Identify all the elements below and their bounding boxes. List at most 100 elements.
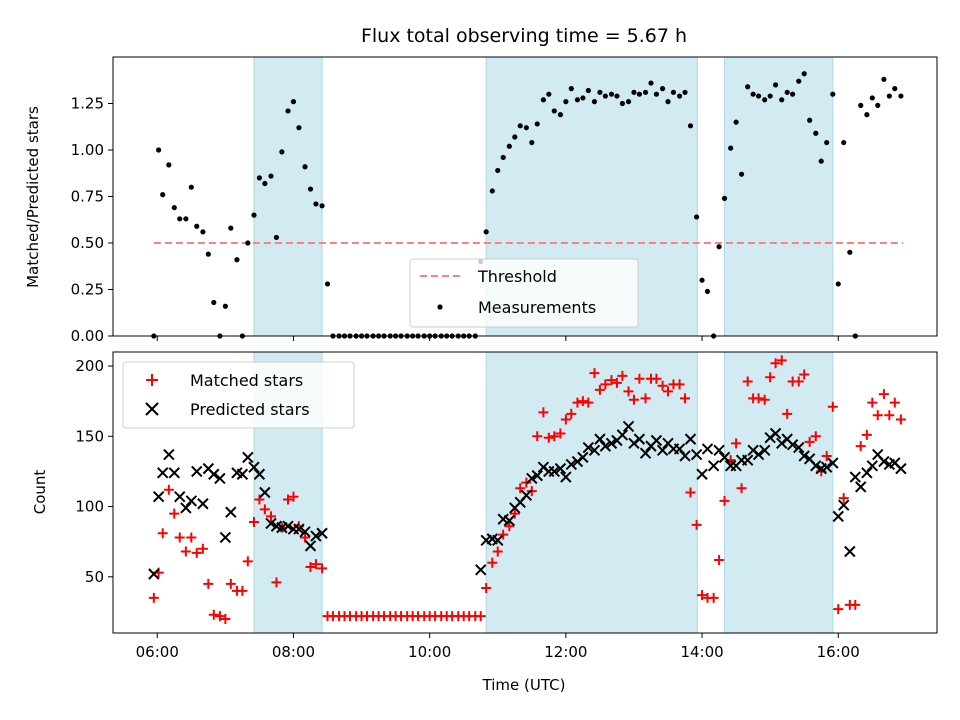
measurements-point xyxy=(608,91,615,97)
predicted-stars-point xyxy=(242,451,254,464)
matched-stars-point xyxy=(833,604,844,615)
measurements-point xyxy=(733,119,739,125)
measurements-point xyxy=(614,93,620,99)
measurements-point xyxy=(551,108,557,114)
matched-stars-point xyxy=(827,401,838,412)
measurements-point xyxy=(625,99,632,105)
matched-stars-point xyxy=(214,611,225,622)
predicted-stars-point xyxy=(148,568,160,580)
measurements-point xyxy=(875,102,881,108)
measurements-point xyxy=(500,154,506,161)
predicted-stars-point xyxy=(310,530,322,542)
predicted-stars-point xyxy=(293,523,305,535)
matched-stars-point xyxy=(305,561,316,572)
matched-stars-point xyxy=(810,431,821,442)
y-tick-label: 0.75 xyxy=(71,188,104,206)
measurements-point xyxy=(262,180,268,187)
predicted-stars-point xyxy=(793,441,805,454)
predicted-stars-point xyxy=(208,468,220,480)
matched-stars-point xyxy=(515,483,526,494)
measurements-point xyxy=(721,195,728,201)
matched-stars-point xyxy=(288,491,299,502)
legend-threshold-label: Threshold xyxy=(477,267,557,286)
predicted-stars-point xyxy=(594,433,606,445)
measurements-point xyxy=(653,91,660,97)
measurements-point xyxy=(670,89,677,95)
legend-predicted-swatch xyxy=(145,402,159,416)
matched-stars-point xyxy=(776,355,787,366)
predicted-stars-point xyxy=(180,502,192,514)
measurements-point xyxy=(818,158,824,164)
measurements-point xyxy=(847,249,853,255)
measurements-point xyxy=(302,164,308,170)
matched-stars-point xyxy=(872,410,883,421)
measurements-point xyxy=(245,240,251,246)
measurements-point xyxy=(699,277,705,283)
y-tick-label: 0.25 xyxy=(71,281,104,299)
matched-stars-point xyxy=(651,373,662,384)
predicted-stars-point xyxy=(707,460,720,472)
measurements-point xyxy=(790,91,796,97)
matched-stars-point xyxy=(861,429,872,440)
y-tick-label: 100 xyxy=(75,498,104,516)
matched-stars-point xyxy=(617,370,628,381)
predicted-stars-point xyxy=(895,462,907,475)
predicted-stars-point xyxy=(786,439,799,451)
counts-x-ticks: 06:00 08:00 10:00 12:00 14:00 16:00 xyxy=(136,633,860,661)
measurements-point xyxy=(597,89,603,95)
measurements-point xyxy=(585,87,591,94)
predicted-stars-point xyxy=(810,460,822,472)
measurements-point xyxy=(194,223,200,229)
matched-stars-point xyxy=(611,377,622,388)
predicted-stars-point xyxy=(696,468,708,480)
matched-stars-point xyxy=(685,487,696,498)
measurements-point xyxy=(779,97,785,103)
matched-stars-point xyxy=(782,408,793,419)
matched-stars-point xyxy=(481,583,492,594)
measurements-point xyxy=(841,139,847,146)
y-tick-label: 0.50 xyxy=(71,234,104,252)
measurements-point xyxy=(648,80,654,86)
measurements-point xyxy=(568,86,574,92)
measurements-point xyxy=(824,139,830,146)
matched-stars-point xyxy=(731,438,742,449)
counts-shaded-bands xyxy=(253,351,834,634)
matched-stars-point xyxy=(203,578,214,589)
measurements-point xyxy=(813,130,819,136)
predicted-stars-point xyxy=(520,489,533,502)
shaded-band-1 xyxy=(253,56,323,337)
matched-stars-point xyxy=(225,578,236,589)
predicted-stars-point xyxy=(582,441,595,454)
predicted-stars-point xyxy=(588,444,601,457)
ratio-y-ticks: 0.00 0.25 0.50 0.75 1.00 1.25 xyxy=(71,95,113,345)
measurements-point xyxy=(307,186,314,192)
measurements-point xyxy=(591,99,598,105)
matched-stars-point xyxy=(736,483,747,494)
y-tick-label: 200 xyxy=(75,357,104,375)
legend-measurements-label: Measurements xyxy=(478,298,596,317)
measurements-point xyxy=(523,125,529,131)
matched-stars-point xyxy=(878,389,889,400)
matched-stars-point xyxy=(487,557,498,568)
matched-stars-point xyxy=(475,611,486,622)
measurements-point xyxy=(483,229,489,235)
predicted-stars-point xyxy=(599,440,612,452)
matched-stars-point xyxy=(504,521,515,532)
predicted-stars-point xyxy=(690,448,703,461)
matched-stars-point xyxy=(708,592,719,603)
measurements-point xyxy=(222,303,228,309)
measurements-point xyxy=(762,97,768,103)
x-tick-label: 08:00 xyxy=(272,643,315,661)
legend-measurements-swatch xyxy=(437,304,443,310)
measurements-point xyxy=(892,86,898,92)
measurements-point xyxy=(858,102,864,108)
predicted-stars-point xyxy=(759,444,771,457)
counts-y-ticks: 50 100 150 200 xyxy=(75,357,113,586)
predicted-stars-point xyxy=(492,534,504,546)
measurements-point xyxy=(529,139,535,146)
measurements-point xyxy=(495,167,501,174)
measurements-point xyxy=(642,89,649,95)
matched-stars-point xyxy=(855,441,866,452)
predicted-stars-point xyxy=(713,444,725,457)
measurements-point xyxy=(687,123,694,129)
